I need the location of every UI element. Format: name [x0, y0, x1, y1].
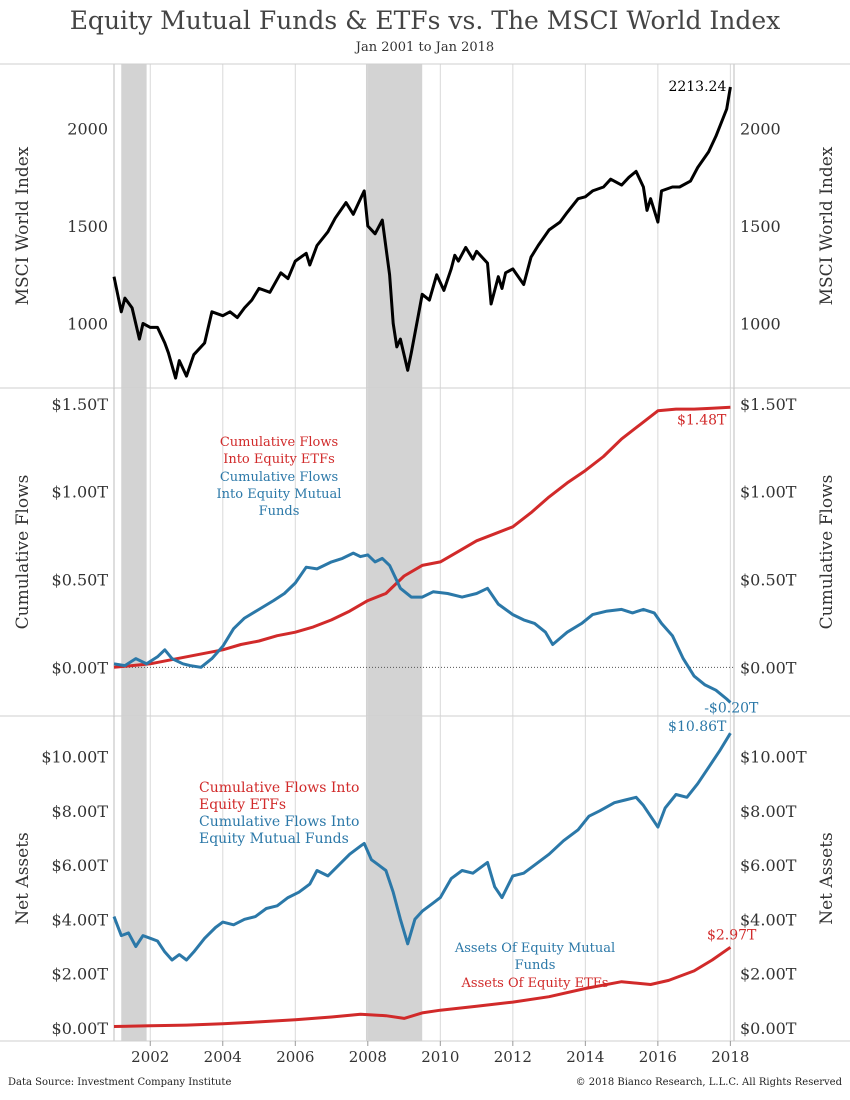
series-end-label-mutual: -$0.20T — [704, 700, 759, 716]
left-axis-title: Cumulative Flows — [13, 475, 33, 630]
flows-legend-mutual-line2: Into Equity Mutual — [217, 487, 342, 502]
left-ytick-label: $1.50T — [52, 395, 109, 414]
assets-annotation-etf: Assets Of Equity ETFs — [461, 976, 609, 991]
right-ytick-label: $4.00T — [740, 910, 797, 929]
panel-net-assets: Cumulative Flows Into Equity ETFs Cumula… — [0, 716, 850, 1042]
assets-legend-mutual-line2: Equity Mutual Funds — [199, 831, 349, 847]
right-ytick-label: $1.50T — [740, 395, 797, 414]
series-end-label-etf: $1.48T — [677, 412, 727, 428]
left-ytick-label: $10.00T — [41, 748, 108, 767]
assets-legend-etf-line1: Cumulative Flows Into — [199, 780, 359, 796]
series-end-label-etf: $2.97T — [707, 927, 757, 943]
x-tick-label: 2008 — [349, 1048, 387, 1066]
x-tick-label: 2010 — [421, 1048, 459, 1066]
flows-legend-mutual-line1: Cumulative Flows — [220, 470, 338, 485]
series-line-mutual — [113, 551, 732, 704]
panel-msci-world-index: 1000 1000 1500 1500 2000 2000 MSCI World Index… — [0, 63, 850, 389]
series-line-etf — [113, 946, 732, 1028]
right-ytick-label: $0.00T — [740, 1019, 797, 1038]
left-ytick-label: 2000 — [67, 120, 108, 139]
panel-cumulative-flows: Cumulative Flows Into Equity ETFs Cumula… — [0, 388, 850, 717]
right-axis-title: Net Assets — [817, 832, 837, 925]
right-ytick-label: 2000 — [740, 120, 781, 139]
x-axis: 2002 2004 2006 2008 2010 2012 2014 2016 2018 — [131, 1041, 749, 1066]
recession-band-1 — [365, 716, 423, 1041]
copyright-note: © 2018 Bianco Research, L.L.C. All Right… — [575, 1077, 842, 1088]
x-tick-label: 2014 — [566, 1048, 604, 1066]
x-tick-label: 2004 — [204, 1048, 242, 1066]
recession-band-0 — [121, 64, 147, 388]
right-ytick-label: $8.00T — [740, 802, 797, 821]
right-ytick-label: $10.00T — [740, 748, 807, 767]
left-ytick-label: 1500 — [67, 217, 108, 236]
panel-2-background — [0, 716, 850, 1042]
panel-0-background — [0, 63, 850, 389]
flows-legend-mutual-line3: Funds — [259, 504, 300, 519]
left-ytick-label: $6.00T — [52, 856, 109, 875]
x-tick-label: 2002 — [131, 1048, 169, 1066]
right-ytick-label: 1500 — [740, 217, 781, 236]
left-ytick-label: $2.00T — [52, 965, 109, 984]
left-axis-title: Net Assets — [13, 832, 33, 925]
right-axis-title: MSCI World Index — [817, 146, 837, 305]
x-tick-label: 2006 — [276, 1048, 314, 1066]
assets-annotation-mutual-line1: Assets Of Equity Mutual — [454, 941, 615, 956]
right-ytick-label: $0.50T — [740, 570, 797, 589]
flows-legend-etf-line2: Into Equity ETFs — [223, 452, 335, 467]
series-end-label-mutual: $10.86T — [668, 719, 727, 735]
assets-legend-mutual-line1: Cumulative Flows Into — [199, 814, 359, 830]
recession-band-0 — [121, 716, 147, 1041]
x-tick-label: 2016 — [639, 1048, 677, 1066]
left-axis-title: MSCI World Index — [13, 146, 33, 305]
left-ytick-label: $0.50T — [52, 570, 109, 589]
series-end-label-index: 2213.24 — [668, 79, 726, 95]
left-ytick-label: $0.00T — [52, 658, 109, 677]
x-tick-label: 2018 — [711, 1048, 749, 1066]
right-ytick-label: $6.00T — [740, 856, 797, 875]
flows-legend-etf-line1: Cumulative Flows — [220, 435, 338, 450]
left-ytick-label: 1000 — [67, 315, 108, 334]
series-line-mutual — [112, 732, 732, 962]
series-line-index — [112, 86, 732, 380]
left-ytick-label: $8.00T — [52, 802, 109, 821]
right-ytick-label: $2.00T — [740, 965, 797, 984]
series-line-etf — [113, 405, 731, 669]
x-tick-label: 2012 — [494, 1048, 532, 1066]
recession-band-1 — [365, 388, 423, 716]
left-ytick-label: $4.00T — [52, 910, 109, 929]
right-axis-title: Cumulative Flows — [817, 475, 837, 630]
assets-annotation-mutual-line2: Funds — [515, 958, 556, 973]
right-ytick-label: $1.00T — [740, 483, 797, 502]
right-ytick-label: $0.00T — [740, 658, 797, 677]
left-ytick-label: $0.00T — [52, 1019, 109, 1038]
data-source-note: Data Source: Investment Company Institut… — [8, 1077, 232, 1088]
assets-legend-etf-line2: Equity ETFs — [199, 797, 286, 813]
right-ytick-label: 1000 — [740, 315, 781, 334]
left-ytick-label: $1.00T — [52, 483, 109, 502]
chart-subtitle: Jan 2001 to Jan 2018 — [355, 40, 495, 55]
chart-title: Equity Mutual Funds & ETFs vs. The MSCI … — [69, 6, 781, 35]
